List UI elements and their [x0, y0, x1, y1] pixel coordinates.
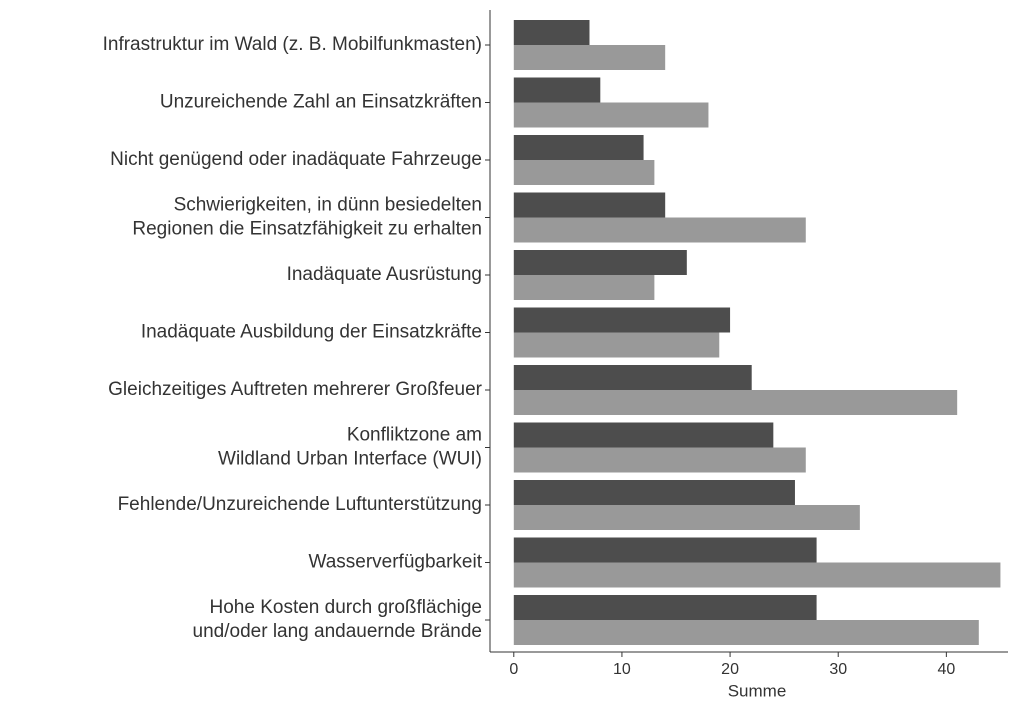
bar: [513, 422, 774, 448]
y-tick-label: Konfliktzone am: [347, 425, 482, 446]
bar: [513, 480, 795, 505]
bar: [513, 332, 720, 358]
x-tick-label: 40: [937, 661, 955, 678]
bar: [513, 160, 655, 185]
bar: [513, 102, 709, 128]
bar: [513, 192, 666, 218]
y-tick-label: und/oder lang andauernde Brände: [193, 621, 482, 642]
x-axis-label: Summe: [728, 681, 787, 700]
bar: [513, 217, 806, 243]
bar: [513, 537, 817, 563]
x-tick-label: 10: [613, 661, 631, 678]
y-tick-label: Wildland Urban Interface (WUI): [218, 449, 482, 470]
y-tick-label: Wasserverfügbarkeit: [308, 552, 482, 573]
bar: [513, 275, 655, 300]
y-tick-label: Unzureichende Zahl an Einsatzkräften: [160, 92, 482, 113]
y-tick-label: Inadäquate Ausrüstung: [287, 264, 482, 285]
x-tick-label: 0: [509, 661, 518, 678]
bar: [513, 45, 666, 70]
y-tick-label: Gleichzeitiges Auftreten mehrerer Großfe…: [108, 379, 483, 400]
bar: [513, 20, 590, 45]
bar: [513, 595, 817, 620]
y-tick-label: Infrastruktur im Wald (z. B. Mobilfunkma…: [103, 34, 482, 55]
bar: [513, 135, 644, 160]
y-tick-label: Hohe Kosten durch großflächige: [210, 597, 483, 618]
y-tick-label: Nicht genügend oder inadäquate Fahrzeuge: [110, 149, 482, 170]
bar: [513, 447, 806, 473]
bar: [513, 505, 860, 530]
bar: [513, 390, 958, 415]
x-tick-label: 20: [721, 661, 739, 678]
x-tick-label: 30: [829, 661, 847, 678]
bar: [513, 365, 752, 390]
bar: [513, 562, 1001, 588]
bar: [513, 250, 687, 275]
bar: [513, 620, 979, 645]
y-tick-label: Fehlende/Unzureichende Luftunterstützung: [118, 494, 482, 515]
bar: [513, 307, 731, 333]
bar: [513, 77, 601, 103]
y-tick-label: Schwierigkeiten, in dünn besiedelten: [174, 195, 482, 216]
y-tick-label: Regionen die Einsatzfähigkeit zu erhalte…: [132, 219, 482, 240]
y-tick-label: Inadäquate Ausbildung der Einsatzkräfte: [141, 322, 482, 343]
